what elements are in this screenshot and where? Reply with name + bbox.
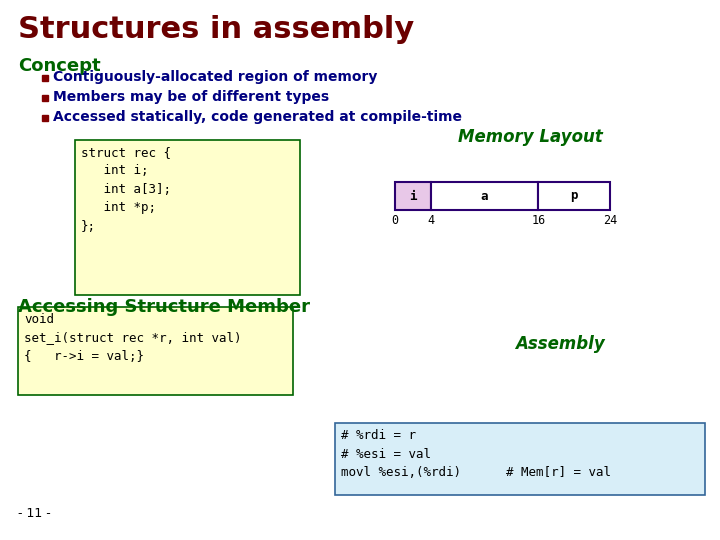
Text: struct rec {
   int i;
   int a[3];
   int *p;
};: struct rec { int i; int a[3]; int *p; }; (81, 146, 171, 233)
Text: Contiguously-allocated region of memory: Contiguously-allocated region of memory (53, 70, 377, 84)
Text: 4: 4 (427, 214, 434, 227)
Bar (42, 115, 48, 121)
Text: # %rdi = r
# %esi = val
movl %esi,(%rdi)      # Mem[r] = val: # %rdi = r # %esi = val movl %esi,(%rdi)… (341, 429, 611, 479)
Text: 0: 0 (392, 214, 399, 227)
Text: 16: 16 (531, 214, 546, 227)
Text: Concept: Concept (18, 57, 101, 75)
Text: a: a (481, 190, 488, 202)
Text: Members may be of different types: Members may be of different types (53, 90, 329, 104)
Text: Assembly: Assembly (515, 335, 605, 353)
Text: - 11 -: - 11 - (18, 507, 50, 520)
Text: p: p (570, 190, 578, 202)
FancyBboxPatch shape (75, 140, 300, 295)
Bar (42, 95, 48, 101)
Text: Accessing Structure Member: Accessing Structure Member (18, 298, 310, 316)
FancyBboxPatch shape (539, 182, 610, 210)
FancyBboxPatch shape (18, 307, 293, 395)
FancyBboxPatch shape (395, 182, 431, 210)
Text: Accessed statically, code generated at compile-time: Accessed statically, code generated at c… (53, 110, 462, 124)
Text: i: i (409, 190, 417, 202)
FancyBboxPatch shape (431, 182, 539, 210)
Text: 24: 24 (603, 214, 617, 227)
Text: void
set_i(struct rec *r, int val)
{   r->i = val;}: void set_i(struct rec *r, int val) { r->… (24, 313, 241, 363)
Bar (42, 75, 48, 81)
FancyBboxPatch shape (335, 423, 705, 495)
Text: Structures in assembly: Structures in assembly (18, 15, 414, 44)
Text: Memory Layout: Memory Layout (458, 128, 603, 146)
